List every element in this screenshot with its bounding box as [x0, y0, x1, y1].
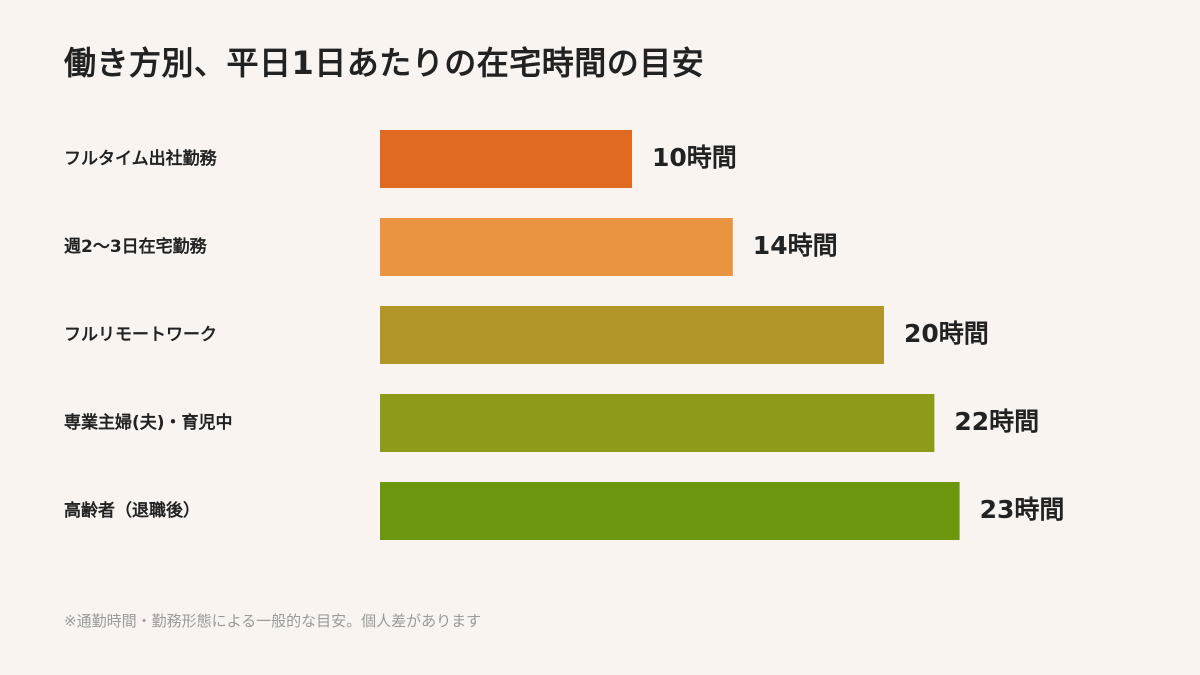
- value-label: 20時間: [904, 319, 989, 348]
- chart-title: 働き方別、平日1日あたりの在宅時間の目安: [64, 44, 705, 82]
- category-label: 専業主婦(夫)・育児中: [64, 412, 233, 433]
- bar: [380, 130, 632, 188]
- category-label: フルリモートワーク: [64, 325, 217, 345]
- footnote: ※通勤時間・勤務形態による一般的な目安。個人差があります: [64, 612, 482, 630]
- category-label: 週2〜3日在宅勤務: [64, 236, 208, 257]
- value-label: 10時間: [652, 143, 737, 172]
- bar: [380, 218, 733, 276]
- bar: [380, 482, 960, 540]
- category-label: フルタイム出社勤務: [64, 148, 218, 169]
- value-label: 14時間: [753, 231, 838, 260]
- bar: [380, 306, 884, 364]
- value-label: 23時間: [980, 495, 1065, 524]
- bar: [380, 394, 935, 452]
- value-label: 22時間: [954, 407, 1039, 436]
- category-label: 高齢者（退職後）: [64, 500, 200, 521]
